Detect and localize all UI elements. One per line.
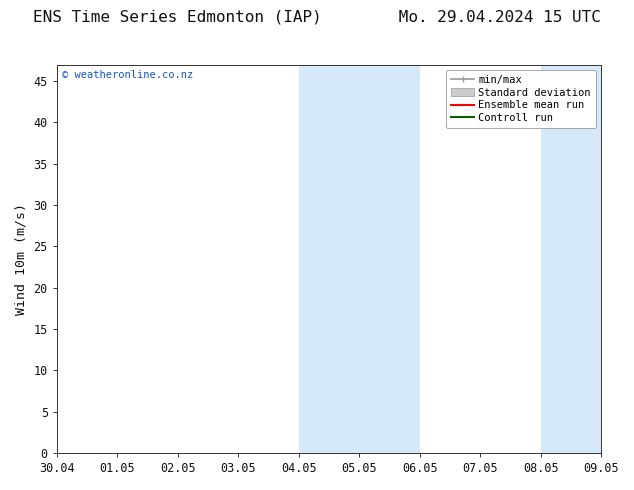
Text: © weatheronline.co.nz: © weatheronline.co.nz [62,71,193,80]
Legend: min/max, Standard deviation, Ensemble mean run, Controll run: min/max, Standard deviation, Ensemble me… [446,70,596,128]
Bar [299,65,420,453]
Bar [541,65,631,453]
Text: ENS Time Series Edmonton (IAP)        Mo. 29.04.2024 15 UTC: ENS Time Series Edmonton (IAP) Mo. 29.04… [33,10,601,25]
Y-axis label: Wind 10m (m/s): Wind 10m (m/s) [15,203,28,315]
